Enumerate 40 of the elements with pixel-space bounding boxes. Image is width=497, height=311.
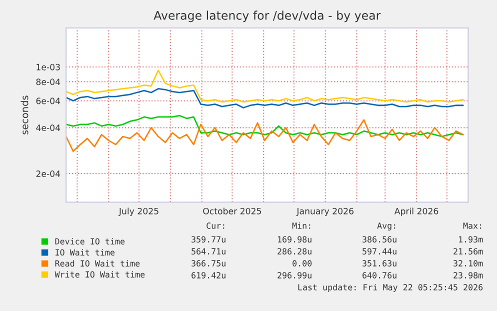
y-tick-label: 4e-04 <box>36 124 60 132</box>
text: 1.93m <box>459 236 483 243</box>
text: 286.28u <box>278 248 312 255</box>
text: 564.71u <box>192 248 226 255</box>
line-series <box>66 88 464 108</box>
y-axis-title: seconds <box>20 96 28 134</box>
y-tick-label: 6e-04 <box>36 98 60 104</box>
text: 619.42u <box>192 272 226 278</box>
line-series <box>66 70 464 103</box>
legend-label: Read IO Wait time <box>55 260 140 267</box>
x-tick-label: April 2026 <box>394 208 438 216</box>
legend-label: Device IO time <box>55 238 125 245</box>
x-tick-label: July 2025 <box>118 208 158 216</box>
text: Min: <box>292 222 310 229</box>
legend-label: Write IO Wait time <box>54 271 145 278</box>
text: 366.75u <box>192 260 226 266</box>
x-tick-label: October 2025 <box>203 208 261 214</box>
legend-label: IO Wait time <box>56 249 114 256</box>
y-tick-label: 2e-04 <box>36 170 60 177</box>
text: 351.63u <box>362 260 396 266</box>
text: 296.99u <box>278 272 312 278</box>
text: Last update: Fri May 22 05:25:45 2026 <box>298 284 483 292</box>
x-tick-label: January 2026 <box>296 208 354 216</box>
text: 597.44u <box>362 248 396 255</box>
text: 21.56m <box>454 248 483 255</box>
text: 640.76u <box>362 272 396 278</box>
line-series <box>66 114 464 138</box>
text: 23.98m <box>454 272 483 278</box>
text: 0.00 <box>292 260 312 266</box>
text: 32.10m <box>454 260 483 266</box>
y-tick-label: 1e-03 <box>36 64 60 70</box>
y-tick-label: 8e-04 <box>36 78 60 86</box>
chart-title: Average latency for /dev/vda - by year <box>154 10 381 22</box>
text: Avg: <box>377 222 396 230</box>
text: Cur: <box>206 222 224 229</box>
text: 169.98u <box>278 236 312 243</box>
text: 359.77u <box>192 236 226 243</box>
text: 386.56u <box>362 236 396 243</box>
text: Max: <box>463 222 482 229</box>
line-series <box>66 119 464 152</box>
